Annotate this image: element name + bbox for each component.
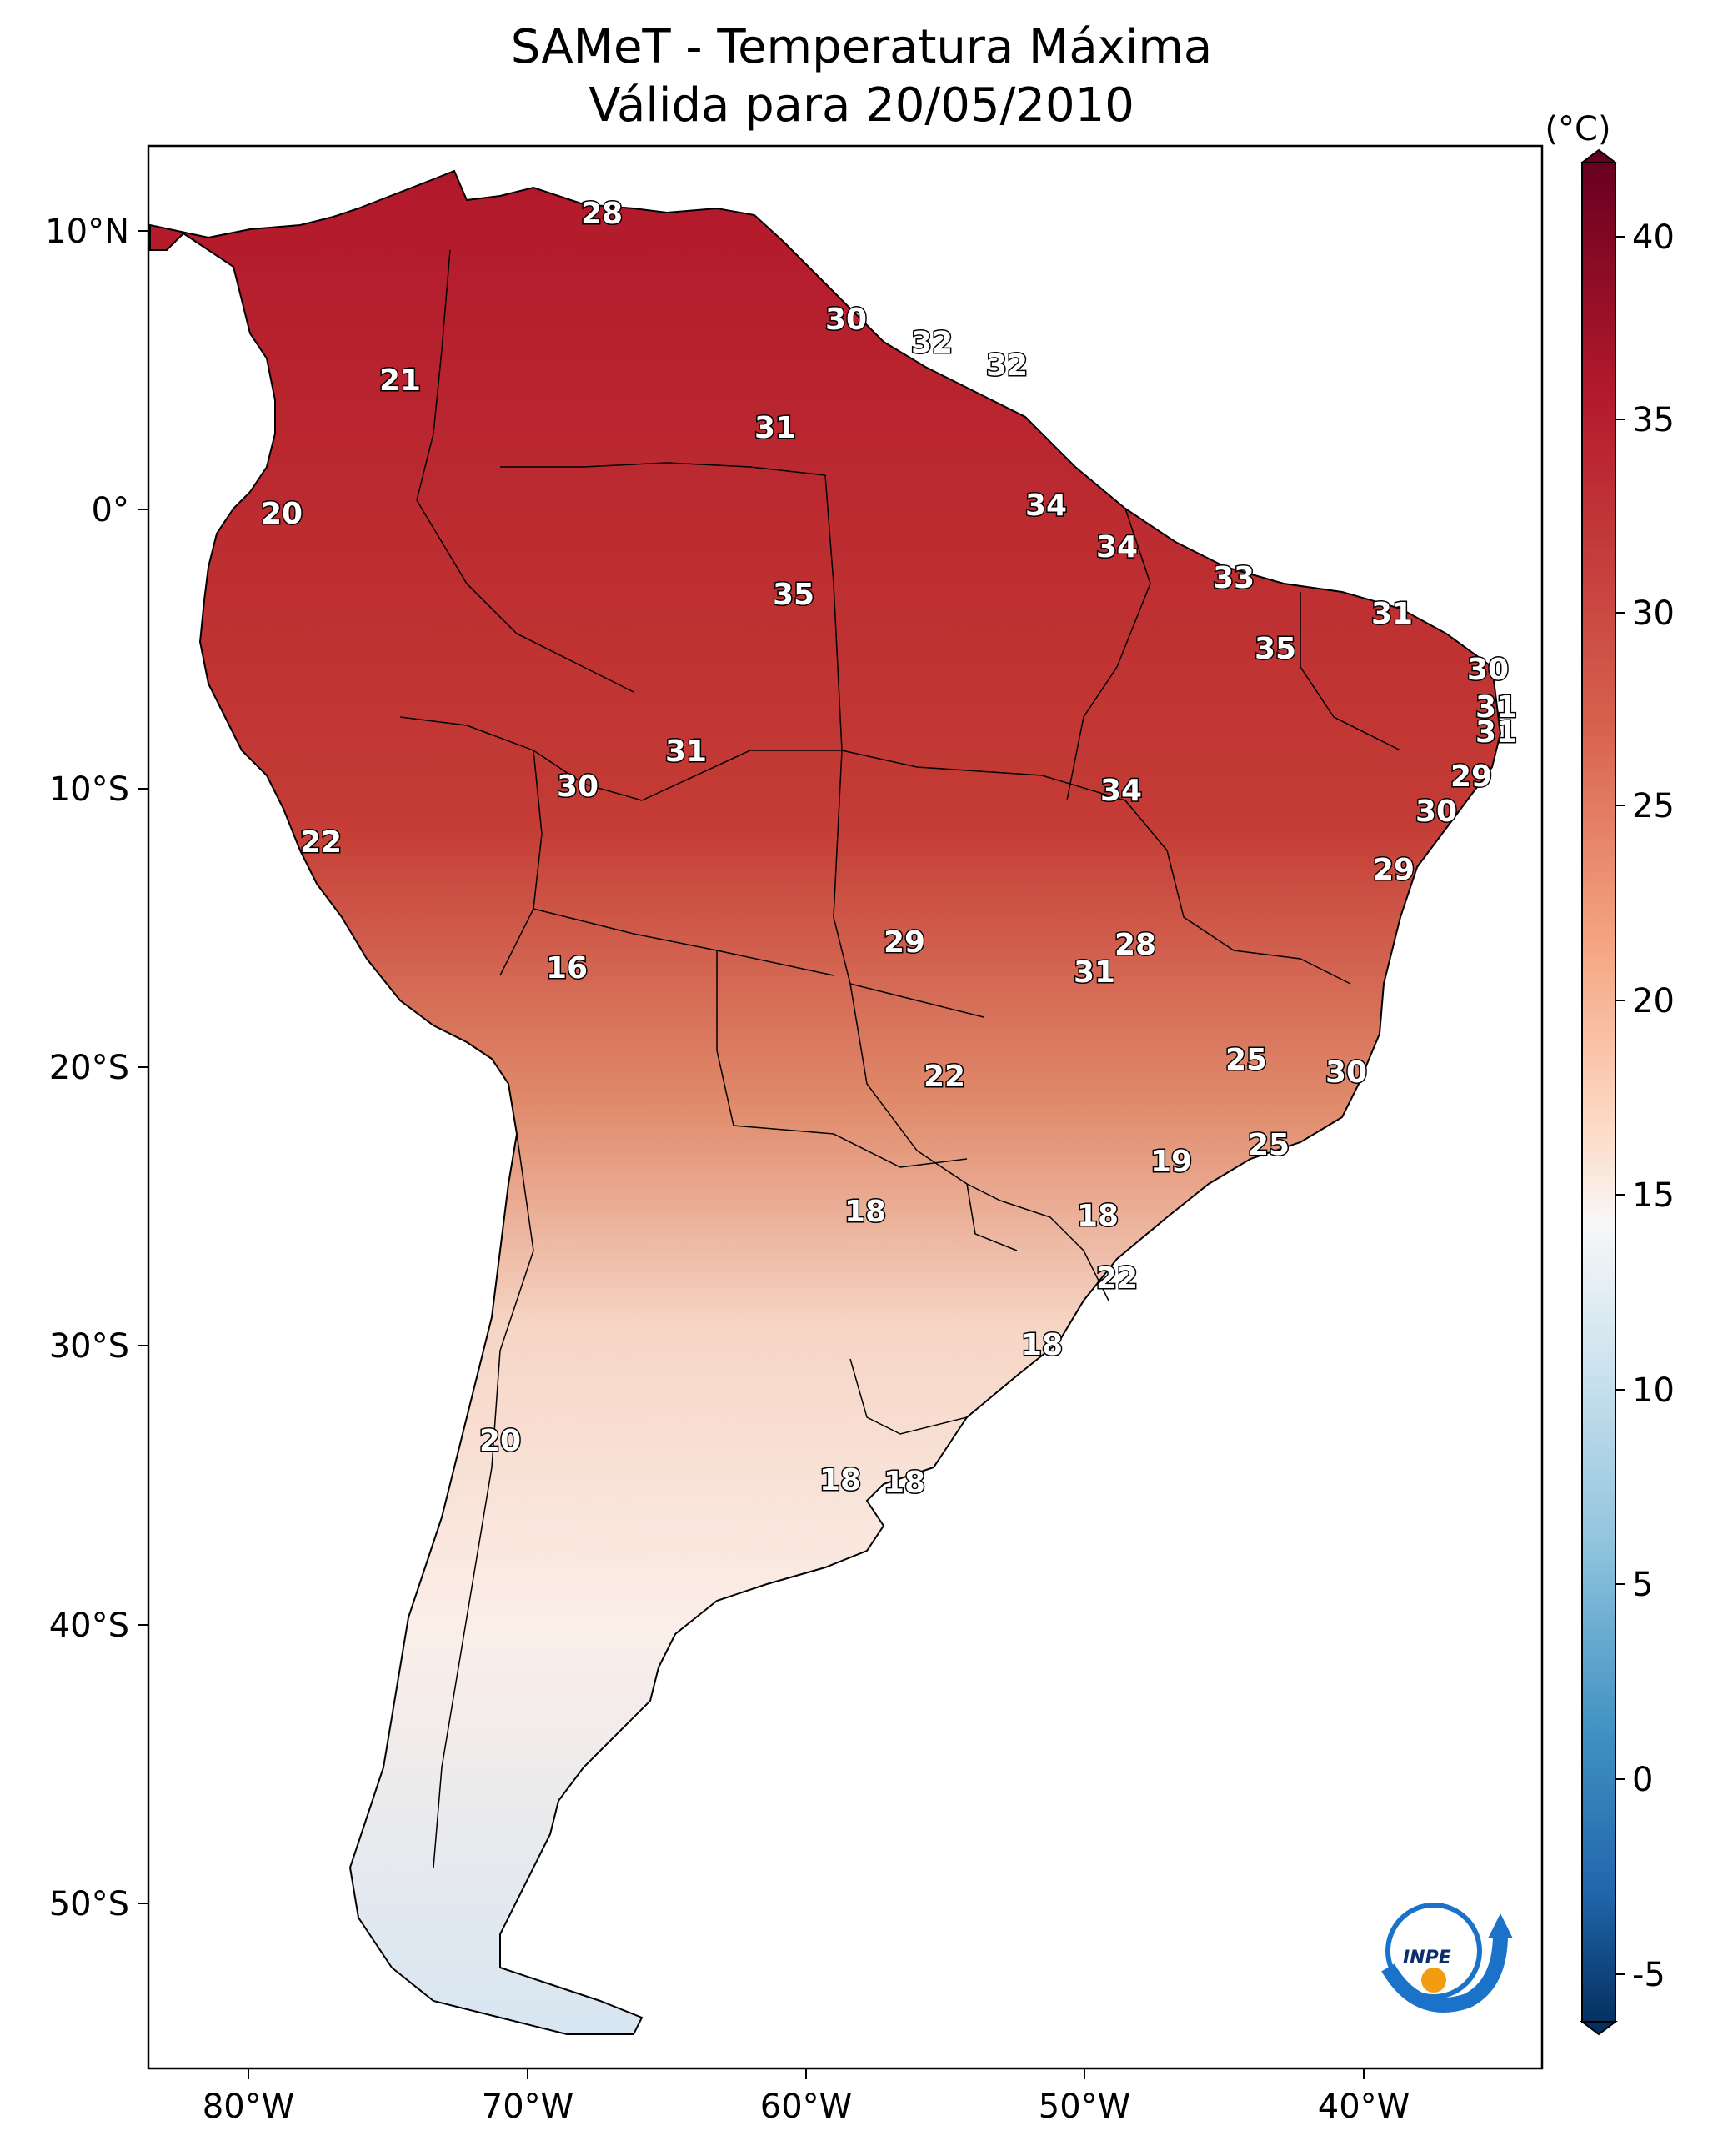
value-label: 30 [825, 303, 867, 337]
colorbar-tick-label: 25 [1632, 787, 1675, 825]
value-label: 22 [924, 1060, 965, 1094]
colorbar-tick-label: 10 [1632, 1371, 1675, 1410]
value-label: 31 [665, 735, 707, 769]
lat-tick-label: 30°S [49, 1327, 129, 1366]
value-label: 20 [261, 497, 303, 531]
value-label: 30 [1415, 795, 1457, 829]
lon-tick-label: 50°W [1039, 2088, 1130, 2126]
value-label: 31 [1475, 715, 1517, 750]
colorbar-tick-label: 15 [1632, 1176, 1675, 1215]
value-label: 34 [1100, 774, 1142, 808]
colorbar-unit: (°C) [1545, 110, 1610, 148]
chart-title: SAMeT - Temperatura Máxima Válida para 2… [0, 18, 1723, 135]
colorbar-tick-label: -5 [1632, 1956, 1665, 1994]
value-label: 29 [884, 925, 925, 960]
lat-tick-label: 20°S [49, 1049, 129, 1087]
value-label: 28 [581, 197, 623, 231]
colorbar-tick-label: 20 [1632, 982, 1675, 1020]
value-label: 25 [1225, 1043, 1267, 1077]
colorbar: (°C) 40 35 30 25 20 15 10 5 0 -5 [1545, 110, 1675, 2036]
value-label: 35 [1255, 632, 1296, 666]
value-label: 18 [844, 1195, 886, 1229]
value-label: 21 [379, 364, 421, 398]
value-label: 35 [773, 578, 814, 612]
value-label: 18 [1077, 1199, 1119, 1233]
value-label: 18 [819, 1463, 861, 1497]
lat-tick-label: 10°S [49, 770, 129, 809]
value-label: 20 [479, 1424, 521, 1458]
value-label: 22 [300, 825, 342, 860]
lat-tick-label: 0° [92, 491, 129, 529]
value-label: 34 [1096, 530, 1138, 564]
title-line-1: SAMeT - Temperatura Máxima [510, 20, 1213, 74]
value-label: 32 [911, 326, 953, 360]
value-label: 19 [1150, 1145, 1192, 1179]
title-line-2: Válida para 20/05/2010 [589, 78, 1134, 133]
value-label: 29 [1373, 853, 1415, 887]
lon-tick-label: 60°W [760, 2088, 852, 2126]
value-label: 31 [1074, 955, 1115, 990]
lon-tick-label: 80°W [203, 2088, 294, 2126]
value-label: 30 [1467, 653, 1509, 687]
value-label: 16 [546, 951, 588, 985]
value-label: 25 [1248, 1128, 1290, 1162]
value-label: 22 [1096, 1261, 1138, 1296]
value-label: 31 [1475, 690, 1517, 725]
lat-tick-label: 40°S [49, 1607, 129, 1645]
colorbar-tick-label: 35 [1632, 401, 1675, 439]
inpe-logo-text: INPE [1403, 1948, 1451, 1968]
lon-axis: 80°W 70°W 60°W 50°W 40°W [203, 2068, 1410, 2126]
value-label: 18 [1021, 1328, 1063, 1362]
colorbar-tick-label: 0 [1632, 1761, 1653, 1799]
country-borders [399, 249, 1401, 1868]
south-america-land [149, 169, 1502, 2035]
value-label: 28 [1114, 928, 1156, 962]
value-label: 34 [1025, 489, 1067, 523]
colorbar-tick-label: 40 [1632, 218, 1675, 257]
colorbar-tick-label: 30 [1632, 594, 1675, 633]
value-labels: 28 21 30 32 32 31 20 34 34 35 33 31 35 3… [259, 196, 1518, 1502]
inpe-logo: INPE [1381, 1903, 1513, 2013]
value-label: 30 [557, 770, 599, 804]
value-label: 29 [1450, 760, 1492, 794]
value-label: 31 [754, 411, 796, 445]
lat-tick-label: 10°N [45, 213, 129, 251]
value-label: 31 [1371, 597, 1413, 631]
colorbar-tick-label: 5 [1632, 1566, 1653, 1604]
lon-tick-label: 40°W [1318, 2088, 1410, 2126]
lat-tick-label: 50°S [49, 1885, 129, 1923]
colorbar-ticks: 40 35 30 25 20 15 10 5 0 -5 [1615, 218, 1675, 1994]
value-label: 32 [986, 348, 1028, 383]
lat-axis: 10°N 0° 10°S 20°S 30°S 40°S 50°S [45, 213, 148, 1923]
value-label: 18 [884, 1466, 925, 1500]
value-label: 33 [1213, 561, 1255, 595]
lon-tick-label: 70°W [482, 2088, 573, 2126]
value-label: 30 [1325, 1055, 1367, 1090]
